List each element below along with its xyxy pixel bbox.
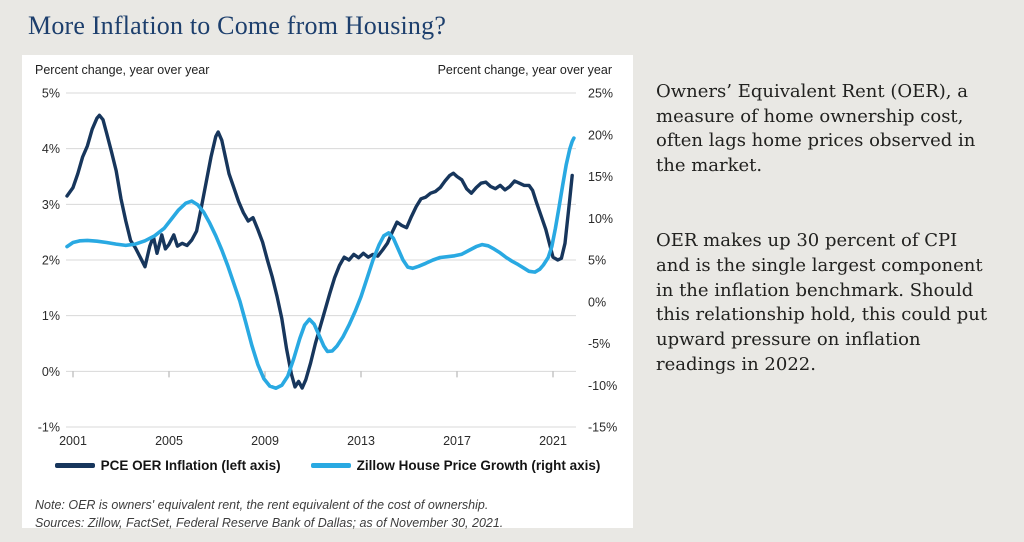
right-axis-caption: Percent change, year over year — [437, 63, 612, 77]
legend-label-zillow: Zillow House Price Growth (right axis) — [356, 458, 601, 473]
commentary: Owners’ Equivalent Rent (OER), a measure… — [656, 55, 1018, 428]
left-axis-tick-label: 2% — [42, 254, 60, 268]
right-axis-tick-label: 25% — [588, 87, 613, 101]
right-axis-tick-label: 15% — [588, 170, 613, 184]
chart-sources: Sources: Zillow, FactSet, Federal Reserv… — [35, 516, 504, 531]
right-axis-tick-label: 10% — [588, 212, 613, 226]
chart-panel: Percent change, year over year Percent c… — [22, 55, 633, 530]
chart-note: Note: OER is owners' equivalent rent, th… — [35, 498, 489, 512]
legend-label-pce-oer: PCE OER Inflation (left axis) — [100, 458, 281, 473]
commentary-paragraph-2: OER makes up 30 percent of CPI and is th… — [656, 229, 988, 376]
x-axis-tick-label: 2009 — [251, 434, 279, 448]
zillow-line-swatch — [310, 463, 351, 468]
left-axis-caption: Percent change, year over year — [35, 63, 210, 77]
right-axis-tick-label: 0% — [588, 295, 606, 309]
left-axis-tick-label: 1% — [42, 309, 60, 323]
pce-oer-line-swatch — [54, 463, 95, 468]
right-axis-tick-label: -10% — [588, 379, 617, 393]
left-axis-tick-label: -1% — [38, 421, 60, 435]
right-axis-tick-label: 20% — [588, 128, 613, 142]
page-title: More Inflation to Come from Housing? — [28, 11, 447, 40]
left-axis-tick-label: 3% — [42, 198, 60, 212]
right-axis-tick-label: 5% — [588, 254, 606, 268]
left-axis-tick-label: 4% — [42, 142, 60, 156]
left-axis-tick-label: 0% — [42, 365, 60, 379]
x-axis-tick-label: 2017 — [443, 434, 471, 448]
legend-item-pce-oer: PCE OER Inflation (left axis) — [54, 458, 281, 473]
x-axis-tick-label: 2013 — [347, 434, 375, 448]
chart-footnotes: Note: OER is owners' equivalent rent, th… — [35, 496, 620, 532]
right-axis-tick-label: -15% — [588, 421, 617, 435]
series-line-zillow — [65, 136, 576, 391]
legend-item-zillow: Zillow House Price Growth (right axis) — [310, 458, 601, 473]
right-axis-tick-label: -5% — [588, 337, 610, 351]
x-axis-tick-label: 2021 — [539, 434, 567, 448]
left-axis-tick-label: 5% — [42, 87, 60, 101]
chart-canvas: 5% 4% 3% 2% 1% 0% -1% 25% 20% 15% 10% 5% 0% -5% -10% -1… — [38, 87, 617, 449]
chart-legend: PCE OER Inflation (left axis) Zillow Hou… — [22, 458, 633, 473]
x-axis-tick-label: 2005 — [155, 434, 183, 448]
x-axis-tick-label: 2001 — [59, 434, 87, 448]
commentary-paragraph-1: Owners’ Equivalent Rent (OER), a measure… — [656, 80, 976, 177]
